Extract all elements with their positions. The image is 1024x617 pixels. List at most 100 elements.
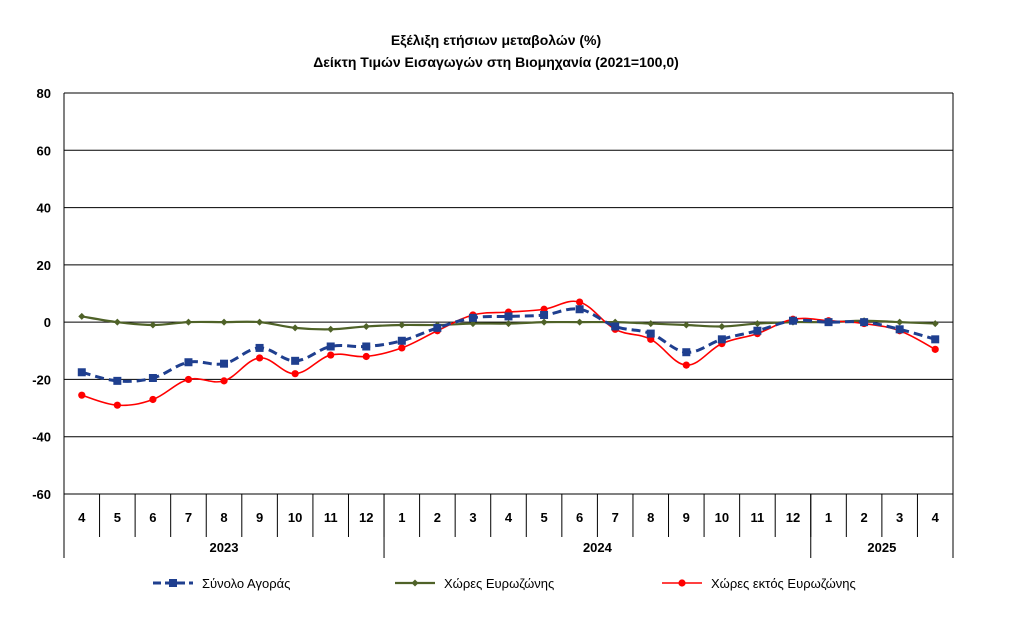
series-0	[77, 305, 940, 385]
x-tick-label: 4	[932, 510, 940, 525]
x-tick-label: 6	[576, 510, 583, 525]
data-point	[682, 321, 690, 329]
data-point	[78, 312, 86, 320]
data-point	[291, 370, 299, 378]
data-point	[326, 342, 335, 351]
y-tick-label: -60	[32, 487, 51, 502]
x-tick-label: 11	[751, 510, 765, 525]
data-point	[575, 305, 584, 314]
data-point	[113, 401, 121, 409]
data-point	[433, 323, 442, 332]
data-point	[184, 318, 192, 326]
x-tick-label: 11	[324, 510, 338, 525]
legend: Σύνολο Αγοράς Χώρες Ευρωζώνης Χώρες εκτός …	[153, 576, 856, 591]
x-tick-label: 9	[256, 510, 263, 525]
x-tick-label: 4	[505, 510, 513, 525]
data-point	[718, 322, 726, 330]
data-point	[362, 342, 371, 351]
data-point	[895, 325, 904, 334]
data-point	[682, 348, 691, 357]
data-point	[77, 368, 86, 377]
data-point	[576, 318, 584, 326]
data-point	[291, 324, 299, 332]
data-point	[327, 325, 335, 333]
data-point	[113, 318, 121, 326]
x-tick-label: 9	[683, 510, 690, 525]
legend-item: Χώρες Ευρωζώνης	[395, 576, 554, 591]
x-tick-label: 12	[359, 510, 373, 525]
data-point	[504, 312, 513, 321]
legend-swatch-marker	[411, 579, 419, 587]
x-year-label: 2024	[583, 540, 613, 555]
x-tick-label: 8	[220, 510, 227, 525]
data-point	[576, 298, 584, 306]
data-point	[646, 329, 655, 338]
data-point	[255, 343, 264, 352]
x-tick-label: 10	[715, 510, 729, 525]
legend-label: Χώρες εκτός Ευρωζώνης	[711, 576, 856, 591]
data-point	[149, 321, 157, 329]
data-point	[255, 354, 264, 362]
data-point	[291, 356, 300, 365]
data-point	[148, 373, 157, 382]
chart-title: Εξέλιξη ετήσιων μεταβολών (%)	[391, 32, 601, 48]
series-lines	[77, 298, 940, 409]
x-tick-label: 3	[469, 510, 476, 525]
data-point	[540, 310, 549, 319]
x-tick-label: 7	[612, 510, 619, 525]
data-point	[398, 321, 406, 329]
data-point	[611, 322, 620, 331]
y-tick-label: -20	[32, 372, 51, 387]
gridlines	[63, 92, 954, 495]
legend-item: Σύνολο Αγοράς	[153, 576, 290, 591]
x-tick-label: 2	[434, 510, 441, 525]
data-point	[327, 351, 335, 359]
x-year-label: 2023	[210, 540, 239, 555]
data-point	[220, 377, 228, 385]
data-point	[149, 395, 157, 404]
data-point	[398, 344, 406, 352]
data-point	[682, 361, 690, 369]
legend-label: Σύνολο Αγοράς	[202, 576, 290, 591]
x-tick-label: 6	[149, 510, 156, 525]
x-tick-label: 1	[825, 510, 832, 525]
data-point	[931, 345, 939, 353]
x-tick-label: 4	[78, 510, 86, 525]
data-point	[362, 352, 370, 361]
data-point	[540, 318, 548, 326]
y-tick-label: 80	[37, 86, 51, 101]
x-tick-label: 1	[398, 510, 405, 525]
data-point	[468, 313, 477, 322]
data-point	[505, 320, 512, 328]
data-point	[220, 359, 229, 368]
data-point	[860, 318, 869, 327]
y-tick-label: 0	[44, 315, 51, 330]
x-tick-label: 5	[540, 510, 547, 525]
legend-swatch-marker	[169, 579, 177, 587]
x-tick-label: 2	[860, 510, 867, 525]
x-year-label: 2025	[867, 540, 896, 555]
y-axis-ticks: 80 60 40 20 0 -20 -40 -60	[32, 86, 51, 502]
y-tick-label: 20	[37, 258, 51, 273]
data-point	[113, 376, 122, 385]
data-point	[896, 318, 904, 326]
data-point	[931, 335, 940, 344]
x-tick-label: 12	[786, 510, 800, 525]
data-point	[78, 391, 86, 399]
data-point	[647, 320, 655, 328]
data-point	[362, 322, 370, 330]
chart-subtitle: Δείκτη Τιμών Εισαγωγών στη Βιομηχανία (2…	[313, 54, 679, 70]
x-tick-label: 7	[185, 510, 192, 525]
data-point	[220, 318, 228, 326]
data-point	[753, 326, 762, 335]
legend-label: Χώρες Ευρωζώνης	[444, 576, 554, 591]
y-tick-label: 40	[37, 201, 51, 216]
legend-item: Χώρες εκτός Ευρωζώνης	[662, 576, 856, 591]
data-point	[184, 375, 193, 384]
data-point	[931, 320, 939, 328]
data-point	[788, 316, 797, 325]
x-tick-label: 10	[288, 510, 302, 525]
data-point	[184, 358, 193, 367]
